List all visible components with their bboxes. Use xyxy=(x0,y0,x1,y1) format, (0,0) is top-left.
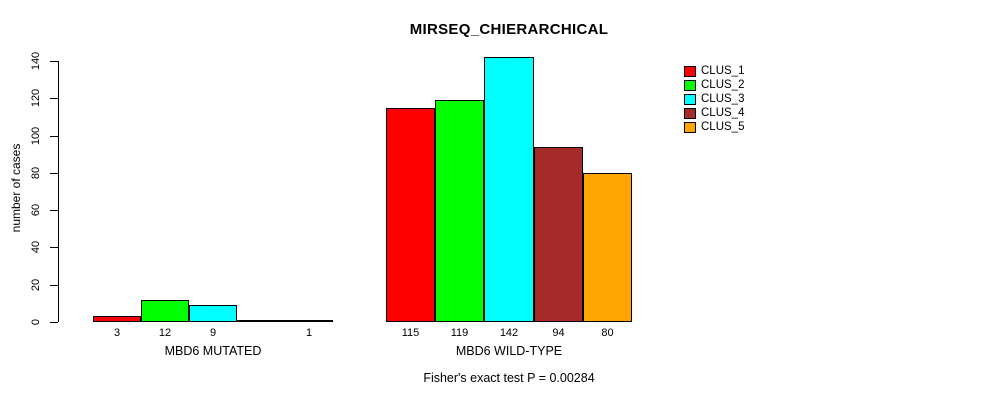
y-tick-label: 0 xyxy=(30,318,42,326)
legend-swatch xyxy=(684,79,696,91)
bar-value-label: 142 xyxy=(499,327,519,339)
bar-value-label: 94 xyxy=(552,327,565,339)
legend-swatch xyxy=(684,93,696,105)
bar-value-label: 80 xyxy=(601,327,614,339)
y-tick-label: 80 xyxy=(30,166,42,180)
y-tick-mark xyxy=(50,210,58,211)
bar-clus_4-group2 xyxy=(534,147,583,322)
legend: CLUS_1 CLUS_2 CLUS_3 CLUS_4 CLUS_5 xyxy=(684,64,744,134)
bar-value-label: 119 xyxy=(450,327,469,339)
bar-clus_3-group2 xyxy=(484,57,534,322)
legend-item-clus_1: CLUS_1 xyxy=(684,64,744,78)
bar-clus_1-group1 xyxy=(93,316,141,322)
group-label-mbd6-mutated: MBD6 MUTATED xyxy=(164,344,262,358)
legend-label: CLUS_3 xyxy=(701,93,745,105)
y-tick-mark xyxy=(50,173,58,174)
bar-value-label: 12 xyxy=(158,327,172,339)
bar-clus_5-group1 xyxy=(285,320,333,322)
bar-clus_2-group1 xyxy=(141,300,189,322)
bar-clus_2-group2 xyxy=(435,100,484,322)
bar-clus_1-group2 xyxy=(386,108,435,322)
legend-item-clus_3: CLUS_3 xyxy=(684,92,744,106)
legend-label: CLUS_1 xyxy=(701,65,745,77)
bar-clus_4-group1 xyxy=(237,320,285,322)
y-tick-mark xyxy=(50,98,58,99)
legend-label: CLUS_5 xyxy=(701,121,745,133)
legend-label: CLUS_4 xyxy=(701,107,745,119)
y-tick-label: 100 xyxy=(30,126,42,146)
bar-clus_3-group1 xyxy=(189,305,237,322)
chart-title: MIRSEQ_CHIERARCHICAL xyxy=(409,21,609,38)
y-tick-mark xyxy=(50,285,58,286)
bar-value-label: 1 xyxy=(305,327,313,339)
legend-item-clus_4: CLUS_4 xyxy=(684,106,744,120)
y-tick-mark xyxy=(50,61,58,62)
y-tick-label: 20 xyxy=(30,278,42,292)
y-tick-mark xyxy=(50,322,58,323)
legend-swatch xyxy=(684,121,696,133)
y-tick-mark xyxy=(50,136,58,137)
y-tick-label: 60 xyxy=(30,203,42,217)
y-axis-label: number of cases xyxy=(9,143,23,233)
bar-value-label: 9 xyxy=(209,327,217,339)
bar-value-label: 3 xyxy=(113,327,121,339)
legend-item-clus_5: CLUS_5 xyxy=(684,120,744,134)
y-tick-label: 140 xyxy=(30,51,42,71)
y-tick-mark xyxy=(50,247,58,248)
legend-item-clus_2: CLUS_2 xyxy=(684,78,744,92)
legend-swatch xyxy=(684,107,696,119)
bar-clus_5-group2 xyxy=(583,173,632,322)
y-tick-label: 120 xyxy=(30,88,42,108)
group-label-mbd6-wild-type: MBD6 WILD-TYPE xyxy=(455,344,563,358)
y-axis-line xyxy=(58,61,59,322)
y-tick-label: 40 xyxy=(30,240,42,254)
bar-value-label: 115 xyxy=(401,327,420,339)
legend-swatch xyxy=(684,65,696,77)
legend-label: CLUS_2 xyxy=(701,79,745,91)
fisher-test-annotation: Fisher's exact test P = 0.00284 xyxy=(423,371,595,385)
